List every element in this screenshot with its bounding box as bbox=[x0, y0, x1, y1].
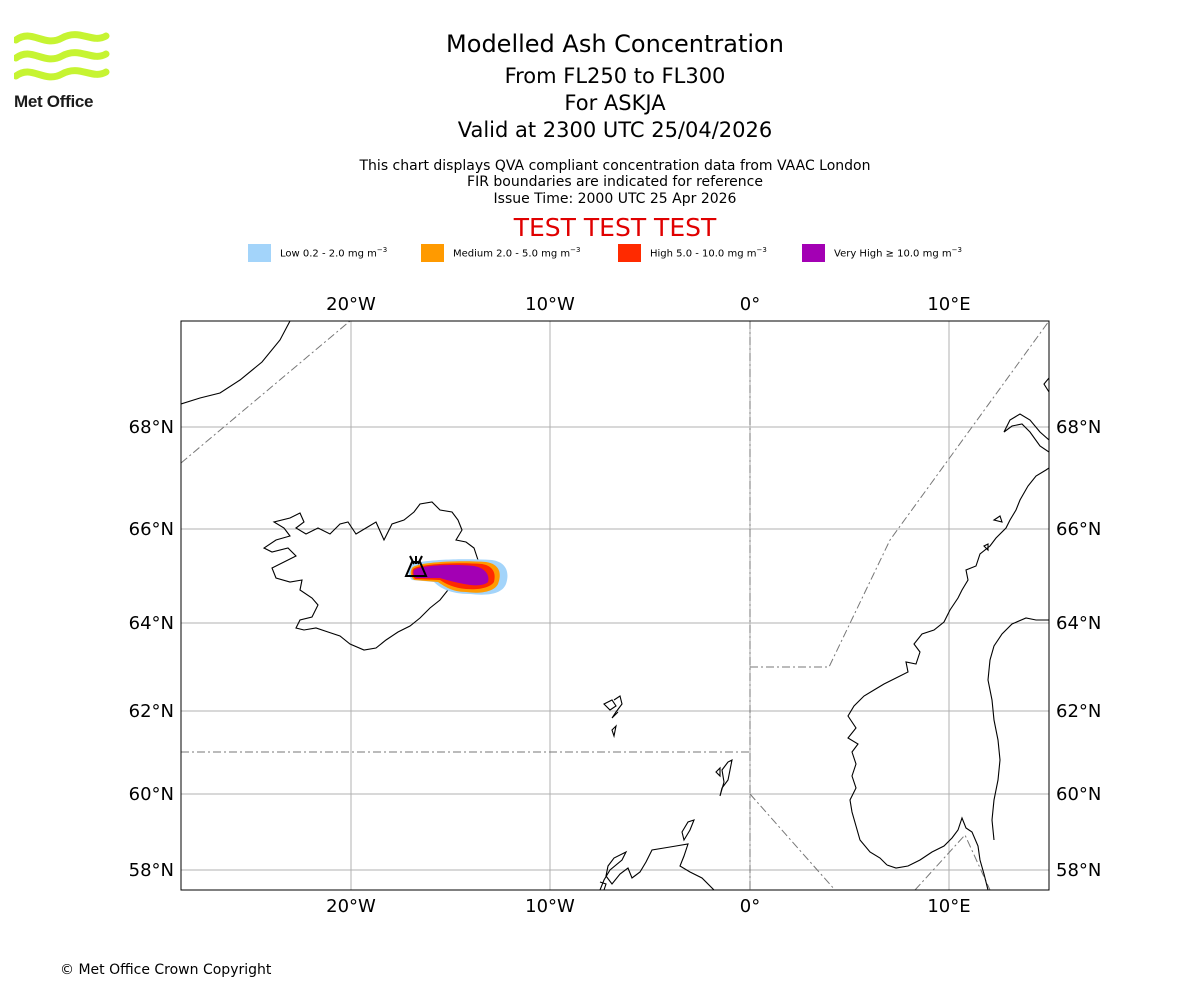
met-office-wordmark: Met Office bbox=[14, 92, 94, 111]
lat-tick-right: 62°N bbox=[1056, 701, 1101, 722]
lat-tick-right: 60°N bbox=[1056, 784, 1101, 805]
lat-tick-left: 60°N bbox=[129, 784, 174, 805]
lat-tick-left: 66°N bbox=[129, 519, 174, 540]
legend-swatch-low bbox=[248, 244, 271, 262]
ash-plume bbox=[408, 559, 508, 595]
legend-label-medium: Medium 2.0 - 5.0 mg m−3 bbox=[453, 246, 581, 260]
copyright-notice: © Met Office Crown Copyright bbox=[60, 962, 272, 978]
graticule bbox=[181, 321, 1049, 890]
lon-tick-top: 10°W bbox=[525, 294, 575, 315]
fir-note: FIR boundaries are indicated for referen… bbox=[467, 174, 763, 190]
fir-boundaries bbox=[181, 321, 1049, 890]
legend-label-very-high: Very High ≥ 10.0 mg m−3 bbox=[834, 246, 962, 260]
map-frame bbox=[180, 320, 1050, 891]
legend-label-high: High 5.0 - 10.0 mg m−3 bbox=[650, 246, 767, 260]
valid-time: Valid at 2300 UTC 25/04/2026 bbox=[457, 118, 773, 142]
issue-time: Issue Time: 2000 UTC 25 Apr 2026 bbox=[493, 191, 737, 207]
compliance-note: This chart displays QVA compliant concen… bbox=[359, 158, 871, 174]
lat-tick-right: 58°N bbox=[1056, 860, 1101, 881]
lon-tick-top: 0° bbox=[740, 294, 760, 315]
flight-level-range: From FL250 to FL300 bbox=[504, 64, 726, 88]
legend-swatch-medium bbox=[421, 244, 444, 262]
chart-title: Modelled Ash Concentration bbox=[446, 30, 784, 58]
lon-tick-bottom: 20°W bbox=[326, 896, 376, 917]
lon-tick-top: 20°W bbox=[326, 294, 376, 315]
lon-tick-bottom: 10°W bbox=[525, 896, 575, 917]
met-office-logo-icon bbox=[14, 31, 110, 81]
lon-tick-bottom: 0° bbox=[740, 896, 760, 917]
volcano-name: For ASKJA bbox=[564, 91, 666, 115]
coastlines bbox=[181, 321, 1049, 890]
legend-swatch-very-high bbox=[802, 244, 825, 262]
test-banner: TEST TEST TEST bbox=[513, 213, 717, 242]
lat-tick-left: 62°N bbox=[129, 701, 174, 722]
lat-tick-left: 68°N bbox=[129, 417, 174, 438]
lon-tick-top: 10°E bbox=[927, 294, 970, 315]
legend-swatch-high bbox=[618, 244, 641, 262]
lat-tick-left: 58°N bbox=[129, 860, 174, 881]
lon-tick-bottom: 10°E bbox=[927, 896, 970, 917]
lat-tick-right: 66°N bbox=[1056, 519, 1101, 540]
volcano-icon bbox=[404, 555, 428, 577]
legend-label-low: Low 0.2 - 2.0 mg m−3 bbox=[280, 246, 388, 260]
lat-tick-left: 64°N bbox=[129, 613, 174, 634]
lat-tick-right: 68°N bbox=[1056, 417, 1101, 438]
lat-tick-right: 64°N bbox=[1056, 613, 1101, 634]
